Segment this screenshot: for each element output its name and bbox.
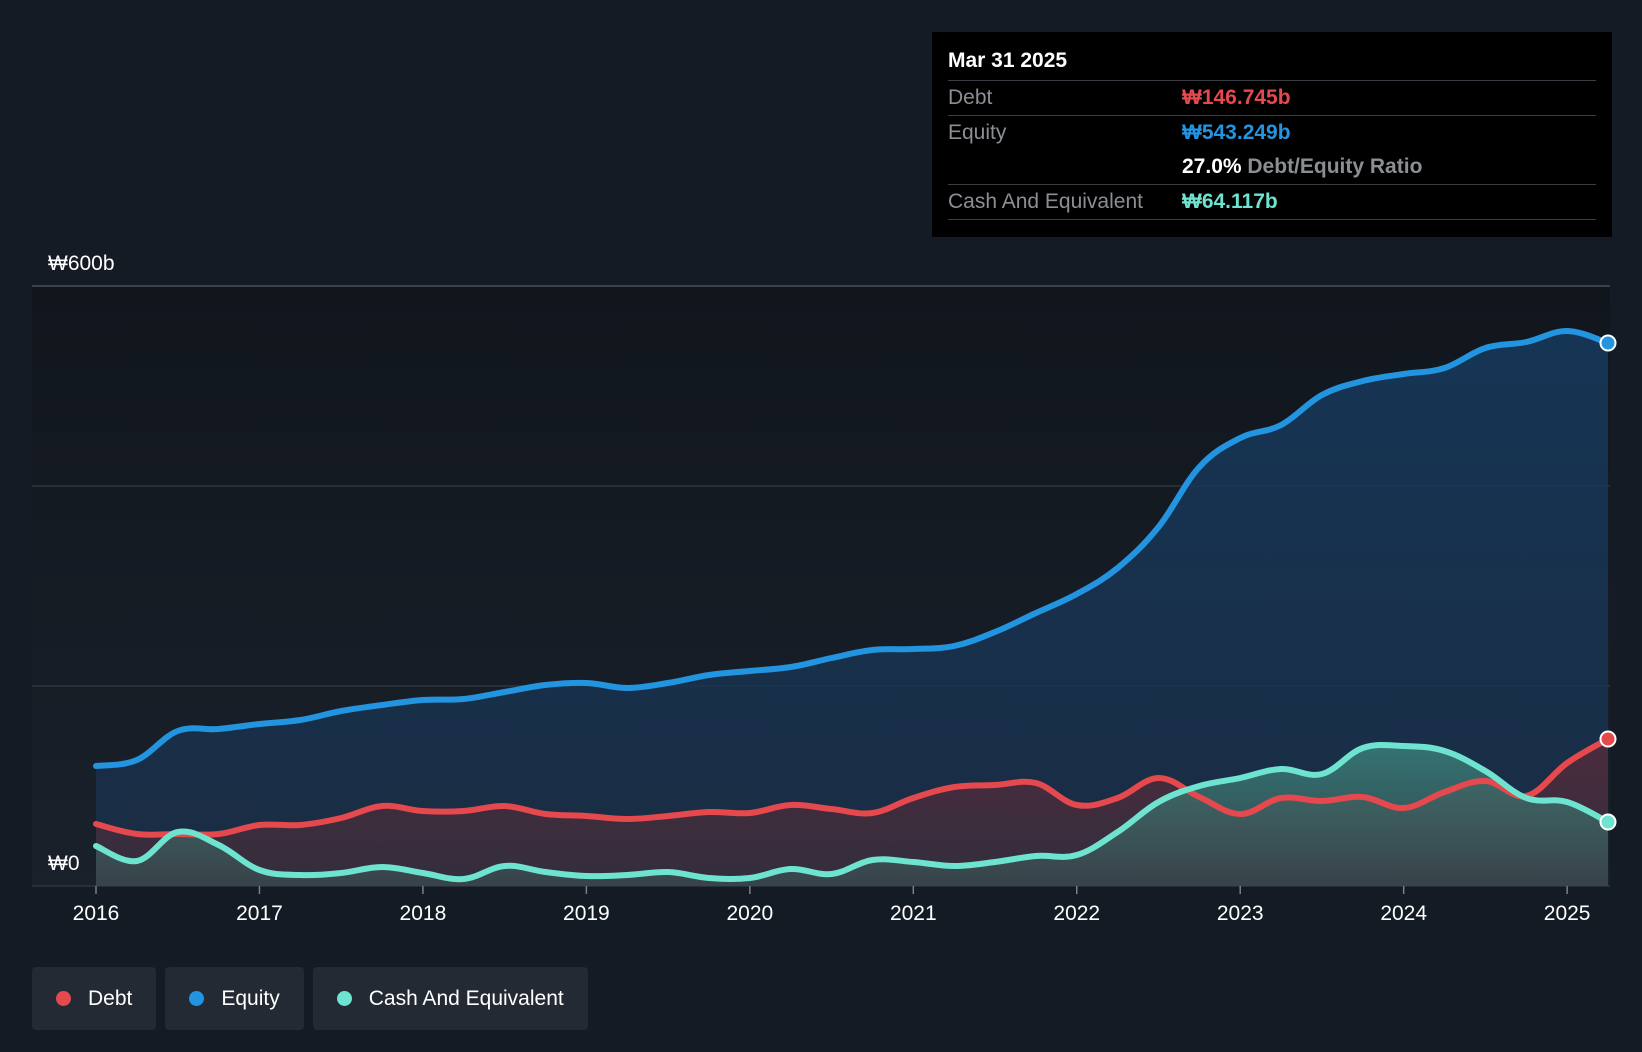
x-tick-label: 2025 [1544,902,1591,925]
tooltip-cash-value: ₩64.117b [1182,190,1278,213]
series-lines [93,327,1611,883]
tooltip-ratio-value: 27.0% [1182,155,1242,178]
y-axis-ticks: ₩0 ₩600b [48,252,115,875]
debt-line [93,736,1611,838]
tooltip-ratio-label: Debt/Equity Ratio [1247,155,1423,178]
equity-dot-icon [189,991,205,1006]
x-tick-label: 2019 [563,902,610,925]
cash-dot-icon [336,991,352,1006]
debt-dot-icon [56,991,71,1006]
debt-endpoint [1599,730,1617,748]
equity-area [96,330,1608,887]
tooltip-debt-label: Debt [948,86,993,109]
x-axis-ticks: 2016 2017 2018 2019 2020 2021 2022 2023 2024 2025 [73,886,1591,925]
equity-endpoint [1599,334,1617,352]
legend-label-cash: Cash And Equivalent [368,986,564,1010]
tooltip-panel: Mar 31 2025 Debt ₩146.745b Equity ₩543.2… [932,32,1612,237]
series-endpoints [1599,334,1617,831]
legend-item-equity[interactable]: Equity [165,967,304,1030]
legend: Debt Equity Cash And Equivalent [32,967,588,1030]
tooltip-ratio: 27.0% Debt/Equity Ratio [1182,150,1422,184]
tooltip-debt-value: ₩146.745b [1182,86,1291,109]
legend-label-equity: Equity [221,986,280,1010]
x-tick-label: 2018 [400,902,447,925]
tooltip-equity-row: Equity ₩543.249b [948,115,1596,150]
x-tick-label: 2016 [73,902,120,925]
tooltip-ratio-row: 27.0% Debt/Equity Ratio [948,150,1596,184]
x-tick-label: 2020 [726,902,773,925]
x-tick-label: 2017 [236,902,283,925]
x-tick-label: 2021 [890,902,937,925]
legend-label-debt: Debt [88,986,133,1010]
legend-item-debt[interactable]: Debt [32,967,157,1030]
x-tick-label: 2022 [1053,902,1100,925]
cash-and-equivalent-endpoint [1599,813,1617,831]
y-tick-label: ₩600b [48,252,115,275]
legend-item-cash[interactable]: Cash And Equivalent [312,967,588,1030]
tooltip-cash-label: Cash And Equivalent [948,190,1143,213]
x-tick-label: 2024 [1380,902,1427,925]
y-tick-label: ₩0 [48,852,80,875]
tooltip-date: Mar 31 2025 [948,49,1068,72]
tooltip-equity-label: Equity [948,121,1007,144]
tooltip-cash-row: Cash And Equivalent ₩64.117b [948,184,1596,220]
tooltip-debt-row: Debt ₩146.745b [948,80,1596,115]
x-tick-label: 2023 [1217,902,1264,925]
tooltip-equity-value: ₩543.249b [1182,121,1291,144]
cash-and-equivalent-line [93,741,1611,883]
equity-line [93,327,1611,769]
